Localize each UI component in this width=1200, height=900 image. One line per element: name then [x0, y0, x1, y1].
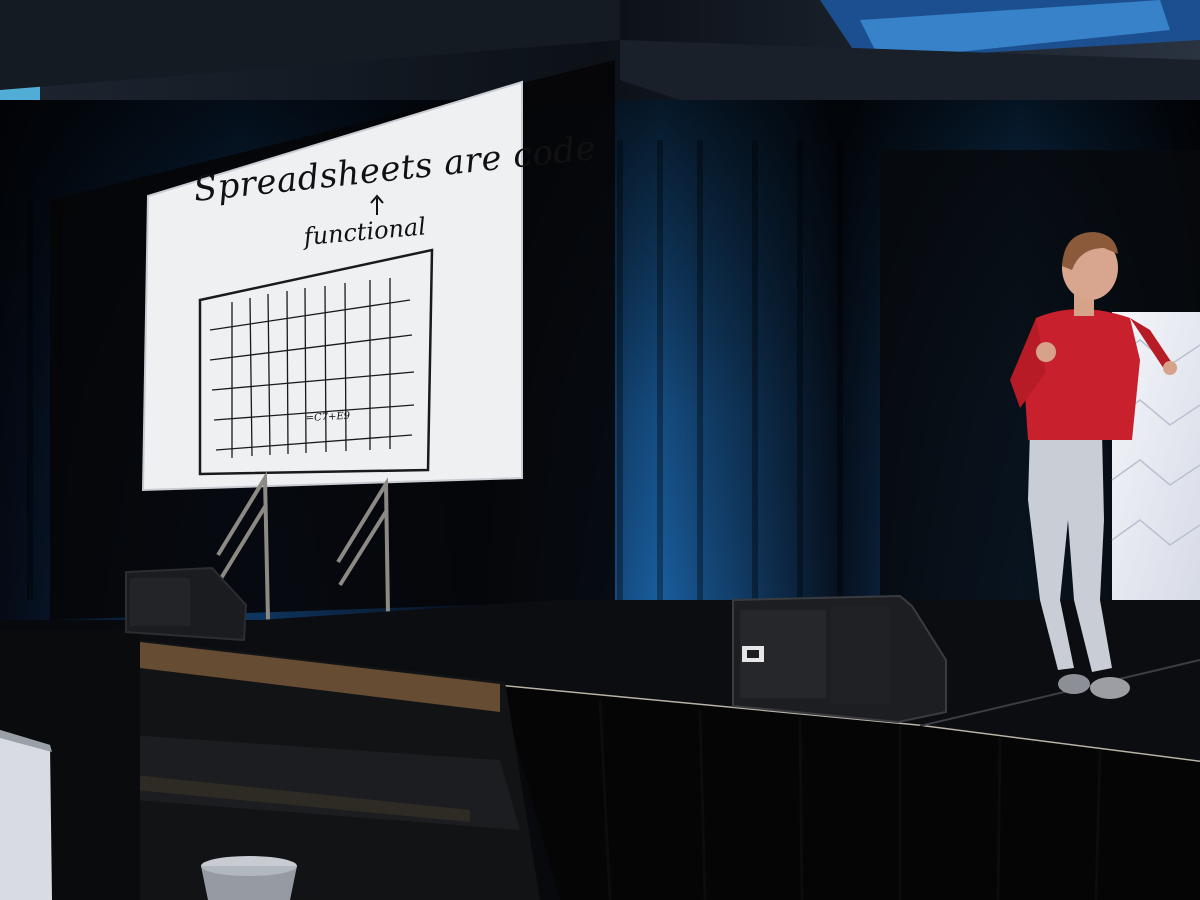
caret-up-arrow	[370, 194, 384, 215]
presenter	[1010, 232, 1177, 699]
cell-formula: =C7+E9	[305, 410, 351, 424]
spreadsheet-grid-sketch	[198, 248, 434, 476]
stage-monitor-speaker	[732, 594, 947, 724]
plastic-cup	[201, 856, 297, 900]
stage-monitor-speaker	[125, 566, 248, 642]
laptop-screen	[0, 730, 52, 900]
